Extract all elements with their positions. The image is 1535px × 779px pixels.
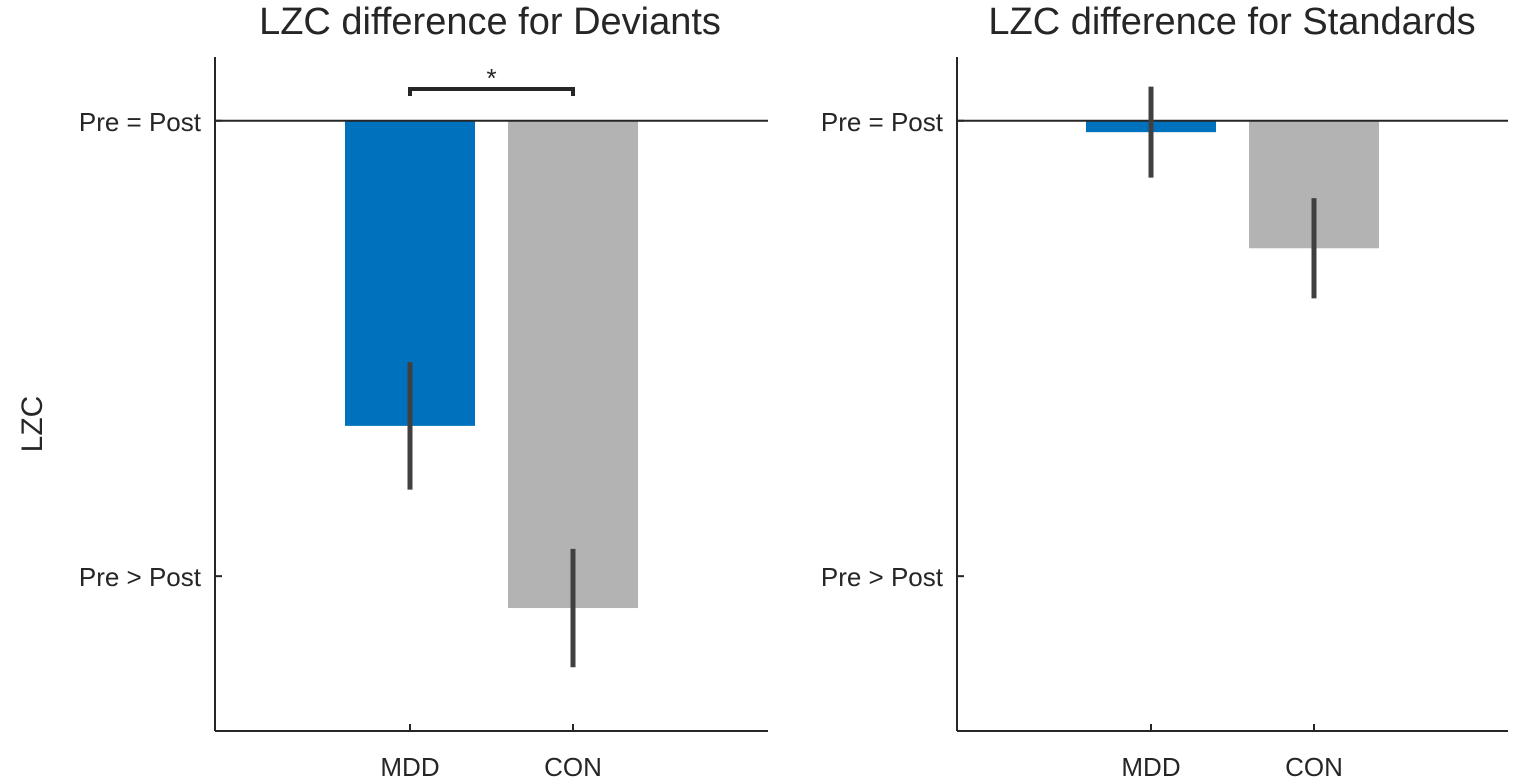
x-tick-label-mdd: MDD [1121,752,1180,779]
x-tick-label-con: CON [1285,752,1343,779]
chart-title: LZC difference for Deviants [259,1,721,43]
y-tick-label: Pre > Post [79,562,202,592]
chart-panel-1: LZC difference for Deviants LZC Pre = Post… [16,1,768,779]
x-tick-label-mdd: MDD [380,752,439,779]
x-tick-label-con: CON [544,752,602,779]
bar-con [508,120,638,609]
y-tick-label: Pre > Post [821,562,944,592]
chart-title: LZC difference for Standards [988,1,1475,43]
significance-bracket [408,87,575,96]
chart-panel-2: LZC difference for Standards Pre = Post Pr… [821,1,1508,779]
y-axis-label: LZC [16,396,49,453]
y-tick-label: Pre = Post [821,107,944,137]
significance-star: * [486,63,496,93]
y-tick-label: Pre = Post [79,107,202,137]
